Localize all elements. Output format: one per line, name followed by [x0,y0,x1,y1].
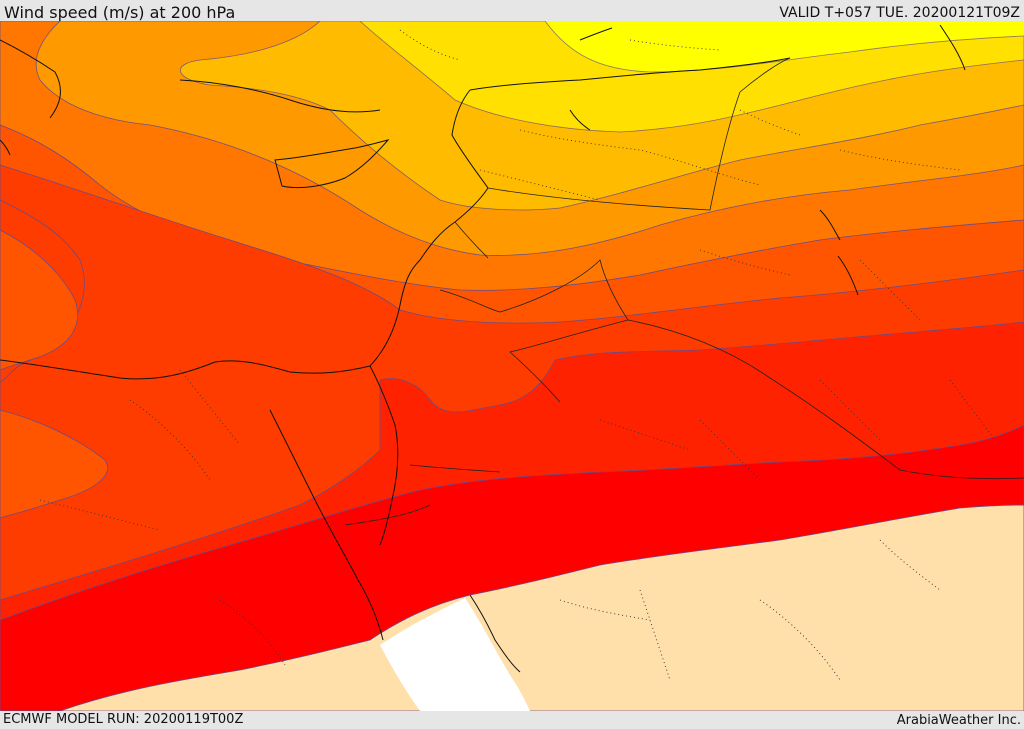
credit-label: ArabiaWeather Inc. [896,713,1021,728]
map-canvas [0,21,1024,711]
below-threshold-region [0,504,1024,711]
admin-boundaries [39,29,996,681]
map-title: Wind speed (m/s) at 200 hPa [4,3,236,22]
valid-time: VALID T+057 TUE. 20200121T09Z [779,5,1020,21]
coastlines [0,24,966,673]
header-bar: Wind speed (m/s) at 200 hPa VALID T+057 … [0,0,1024,22]
band-6-patch-lower [0,409,108,519]
footer-bar: ECMWF MODEL RUN: 20200119T00Z ArabiaWeat… [0,711,1024,729]
model-run-label: ECMWF MODEL RUN: 20200119T00Z [3,712,244,727]
band-6-patch [0,229,78,371]
no-data-region [380,598,530,711]
country-borders [344,57,1024,526]
wind-speed-map [0,21,1024,711]
